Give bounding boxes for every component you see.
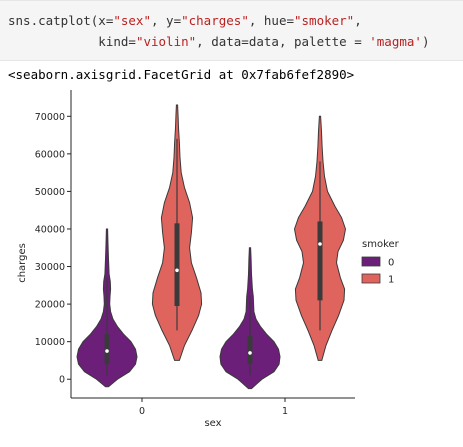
legend: smoker 0 1 (361, 239, 400, 286)
output-text: <seaborn.axisgrid.FacetGrid at 0x7fab6fe… (8, 67, 355, 82)
code-cell[interactable]: sns.catplot(x="sex", y="charges", hue="s… (0, 0, 463, 61)
y-axis-label: charges (17, 243, 28, 283)
violin-iqr-box (317, 221, 323, 301)
legend-title: smoker (362, 239, 400, 250)
y-tick-label: 30000 (35, 262, 65, 273)
x-axis-label: sex (204, 418, 221, 429)
violin-median-dot (175, 268, 179, 273)
y-tick-label: 70000 (35, 112, 65, 123)
legend-swatch-1 (361, 273, 381, 284)
violin-iqr-box (247, 336, 253, 365)
y-tick-label: 50000 (35, 187, 65, 198)
y-tick-label: 0 (59, 375, 65, 386)
legend-label-1: 1 (388, 275, 394, 286)
legend-swatch-0 (361, 256, 381, 267)
y-tick-label: 20000 (35, 300, 65, 311)
code-line-1: sns.catplot(x="sex", y="charges", hue="s… (8, 13, 362, 28)
violin-median-dot (105, 349, 109, 353)
axes-layer: 0 10000 20000 30000 40000 50000 60000 70000 0 1 (35, 90, 355, 417)
violin-median-dot (318, 242, 322, 246)
x-tick-label: 1 (282, 406, 288, 417)
y-tick-label: 40000 (35, 224, 65, 235)
legend-label-0: 0 (388, 258, 394, 269)
y-tick-label: 10000 (35, 337, 65, 348)
y-tick-label: 60000 (35, 149, 65, 160)
code-line-2: kind="violin", data=data, palette = 'mag… (8, 34, 430, 49)
violin-median-dot (248, 351, 252, 355)
violin-iqr-box (174, 223, 180, 306)
violin-chart: 0 10000 20000 30000 40000 50000 60000 70000 0 1 s… (17, 90, 400, 429)
x-tick-label: 0 (139, 406, 145, 417)
violin-layer (76, 104, 347, 390)
violin-iqr-box (104, 334, 110, 365)
